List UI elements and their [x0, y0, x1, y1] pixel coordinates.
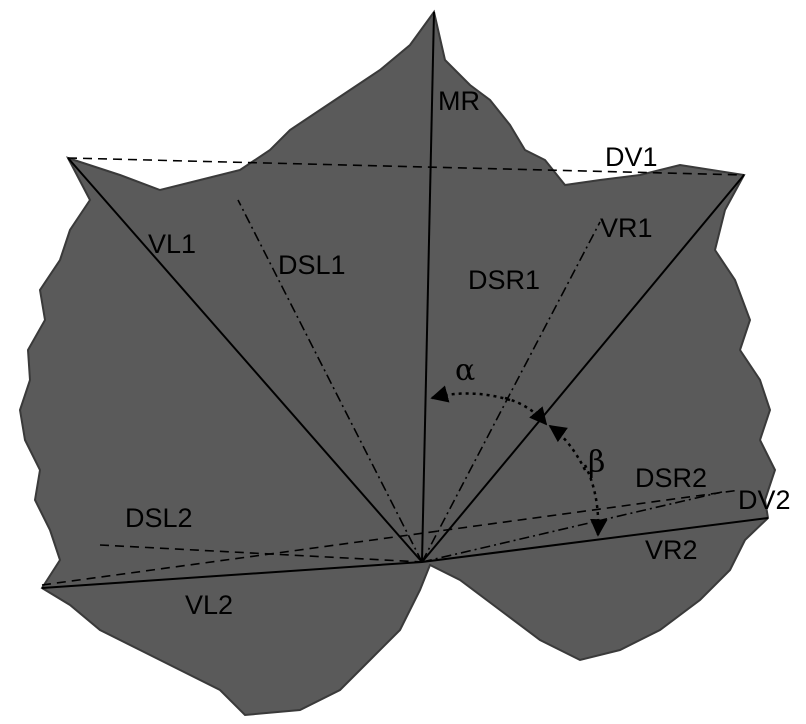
label: VL2	[185, 590, 233, 620]
dsl2-line	[99, 544, 423, 563]
vl1-line	[67, 157, 423, 563]
dsr2-line	[421, 491, 723, 563]
label: DV1	[605, 142, 658, 172]
vr1-line	[421, 174, 745, 563]
label: α	[455, 353, 475, 388]
beta-arc	[548, 424, 587, 471]
alpha-arc	[430, 385, 511, 403]
vr2-line	[421, 517, 769, 563]
label: DSR1	[468, 265, 540, 295]
label: VL1	[148, 229, 196, 259]
label: VR2	[645, 535, 698, 565]
beta-arc	[583, 464, 608, 537]
label: VR1	[600, 213, 653, 243]
measurement-lines	[41, 11, 769, 589]
label: MR	[438, 86, 480, 116]
label: DV2	[738, 485, 791, 515]
label: DSR2	[635, 463, 707, 493]
label: DSL1	[278, 250, 346, 280]
label: β	[588, 445, 605, 480]
labels: MR DV1 VR1 VL1 DSL1 DSR1 α β DSR2 DV2 DS…	[125, 86, 791, 620]
mr-line	[421, 11, 435, 563]
vl2-line	[41, 561, 423, 589]
dsr1-line	[421, 221, 601, 563]
dsl1-line	[237, 199, 423, 563]
leaf	[18, 9, 777, 717]
dv2-line	[41, 489, 741, 586]
label: DSL2	[125, 503, 193, 533]
dv1-line	[67, 157, 745, 176]
